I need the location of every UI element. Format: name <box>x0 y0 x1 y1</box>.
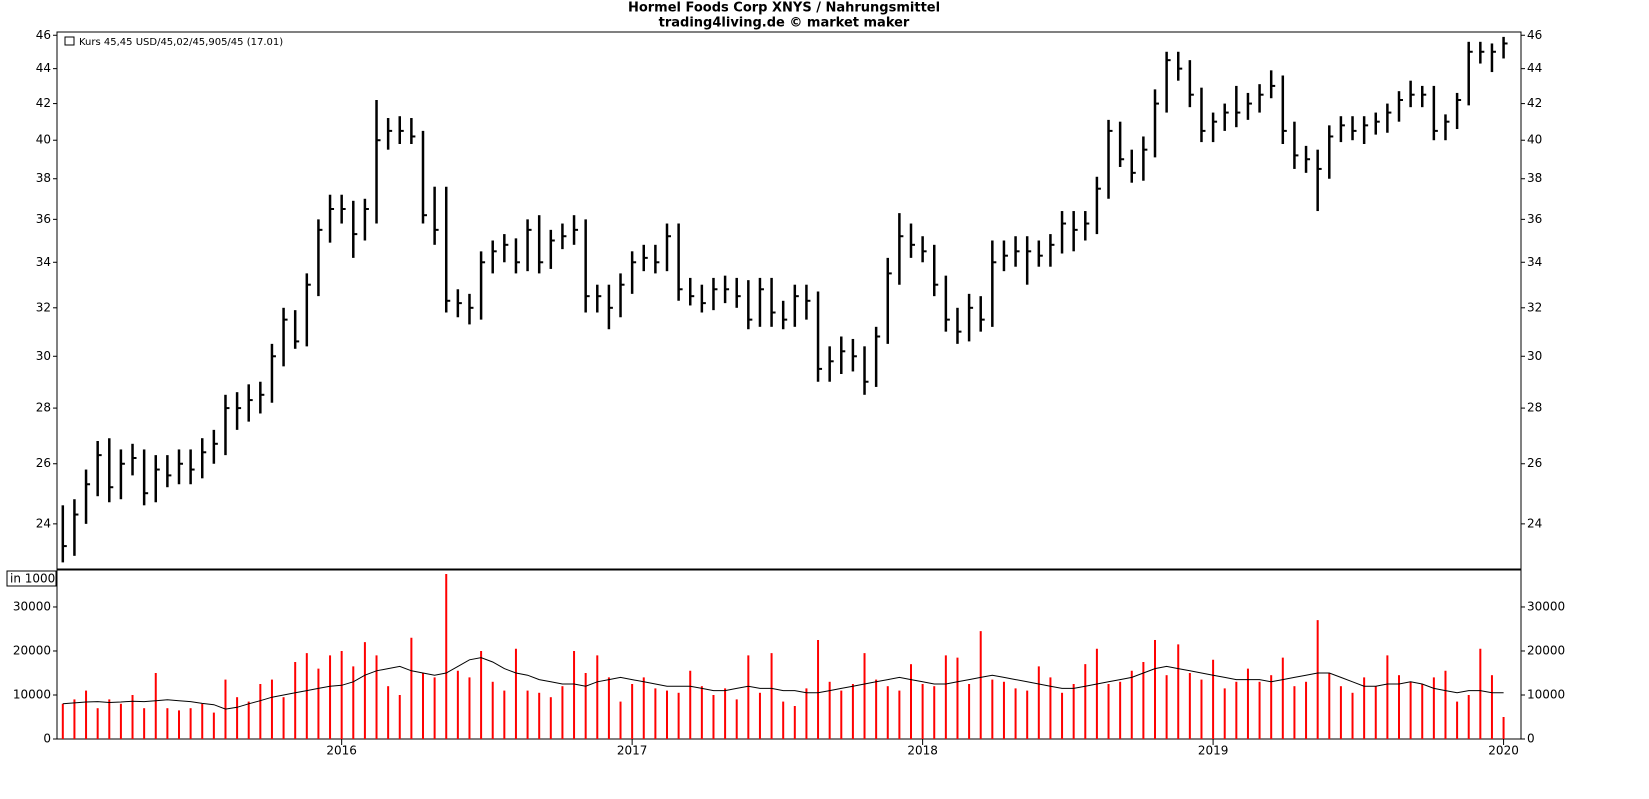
y-tick-label: 34 <box>36 255 51 269</box>
y-tick-label: 26 <box>36 456 51 470</box>
y-tick-label: 10000 <box>13 687 51 701</box>
volume-average <box>62 657 1504 710</box>
y-tick-label: 34 <box>1527 255 1542 269</box>
y-tick-label: 42 <box>36 96 51 110</box>
volume-unit-box <box>6 570 57 587</box>
legend-swatch <box>64 36 75 46</box>
y-tick-label: 24 <box>36 516 51 530</box>
y-tick-label: 0 <box>43 732 51 746</box>
y-tick-label: 46 <box>1527 28 1542 42</box>
y-tick-label: 44 <box>1527 61 1542 75</box>
y-tick-label: 28 <box>36 401 51 415</box>
x-tick-label: 2016 <box>326 744 357 758</box>
y-tick-label: 44 <box>36 61 51 75</box>
y-tick-label: 24 <box>1527 516 1542 530</box>
chart-subtitle: trading4living.de © market maker <box>659 16 910 31</box>
y-tick-label: 36 <box>1527 212 1542 226</box>
y-tick-label: 38 <box>1527 171 1542 185</box>
y-tick-label: 40 <box>1527 133 1542 147</box>
x-tick-label: 2019 <box>1198 744 1229 758</box>
y-tick-label: 30 <box>36 349 51 363</box>
x-tick-label: 2020 <box>1488 744 1519 758</box>
y-tick-label: 10000 <box>1527 687 1565 701</box>
x-tick-label: 2018 <box>907 744 938 758</box>
x-tick-label: 2017 <box>617 744 648 758</box>
y-tick-label: 42 <box>1527 96 1542 110</box>
y-tick-label: 30000 <box>1527 599 1565 613</box>
plot-frame <box>56 31 1522 740</box>
y-tick-label: 38 <box>36 171 51 185</box>
legend-label: Kurs 45,45 USD/45,02/45,905/45 (17.01) <box>79 37 283 48</box>
y-tick-label: 32 <box>1527 300 1542 314</box>
y-tick-label: 46 <box>36 28 51 42</box>
y-tick-label: 20000 <box>1527 643 1565 657</box>
volume-unit-label: in 1000 <box>10 572 55 586</box>
chart-title: Hormel Foods Corp XNYS / Nahrungsmittel <box>628 1 940 16</box>
y-tick-label: 40 <box>36 133 51 147</box>
y-tick-label: 30 <box>1527 349 1542 363</box>
y-tick-label: 20000 <box>13 643 51 657</box>
y-tick-label: 28 <box>1527 401 1542 415</box>
y-tick-label: 32 <box>36 300 51 314</box>
y-tick-label: 26 <box>1527 456 1542 470</box>
y-tick-label: 0 <box>1527 732 1535 746</box>
y-tick-label: 36 <box>36 212 51 226</box>
y-tick-label: 30000 <box>13 599 51 613</box>
